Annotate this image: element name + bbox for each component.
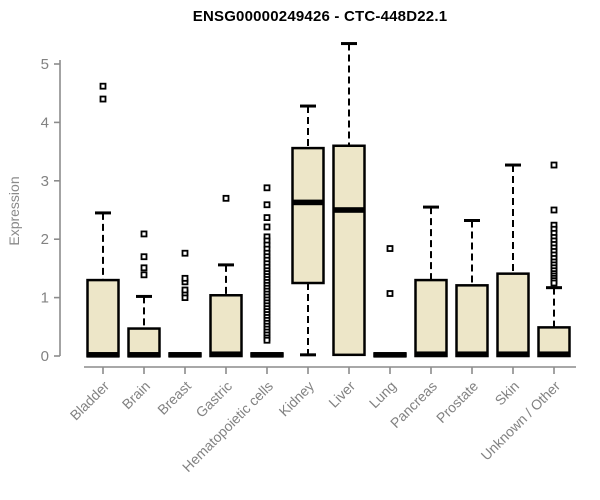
y-tick-label: 1 [41, 290, 49, 307]
outlier-point [550, 206, 558, 214]
outlier-point [99, 82, 107, 90]
y-tick-label: 0 [41, 348, 49, 365]
median-line [455, 351, 489, 358]
outlier-point [181, 286, 189, 294]
box-skin [496, 272, 530, 358]
outlier-point [181, 249, 189, 257]
outlier-point [140, 264, 148, 272]
outlier-point [550, 161, 558, 169]
median-line [86, 352, 120, 358]
x-tick-label: Prostate [433, 378, 481, 426]
box-bladder [86, 278, 120, 358]
outlier-point [140, 271, 148, 279]
y-tick-label: 5 [41, 56, 49, 73]
median-line [209, 351, 243, 358]
outlier-point [99, 95, 107, 103]
x-tick-label: Kidney [276, 378, 318, 420]
outlier-point [386, 290, 394, 297]
outlier-point [263, 214, 271, 221]
x-tick-label: Skin [492, 378, 523, 409]
box-prostate [455, 284, 489, 358]
outlier-point [263, 223, 271, 231]
y-tick-label: 4 [41, 114, 49, 131]
box-kidney [291, 146, 325, 285]
box-pancreas [414, 278, 448, 358]
outlier-point [263, 184, 271, 192]
median-line [414, 351, 448, 358]
outlier-point [181, 274, 189, 282]
median-line [373, 352, 407, 358]
outlier-point [140, 253, 148, 261]
median-line [496, 351, 530, 358]
x-tick-label: Breast [154, 378, 194, 418]
outlier-point [263, 336, 271, 344]
box-brain [127, 327, 161, 358]
median-line [127, 352, 161, 358]
median-line [250, 352, 284, 358]
outlier-point [550, 279, 558, 287]
x-tick-label: Lung [366, 378, 399, 411]
y-tick-label: 2 [41, 231, 49, 248]
outlier-point [140, 230, 148, 238]
box-gastric [209, 294, 243, 358]
median-line [332, 207, 366, 213]
outlier-point [222, 194, 230, 202]
box-liver [332, 144, 366, 357]
x-tick-label: Bladder [67, 378, 113, 424]
x-tick-label: Liver [325, 378, 358, 411]
median-line [291, 199, 325, 206]
median-line [537, 351, 571, 358]
chart-title: ENSG00000249426 - CTC-448D22.1 [192, 8, 448, 25]
median-line [168, 352, 202, 358]
y-tick-label: 3 [41, 173, 49, 190]
x-tick-label: Brain [119, 378, 153, 412]
outlier-point [386, 245, 394, 252]
outlier-point [263, 201, 271, 209]
